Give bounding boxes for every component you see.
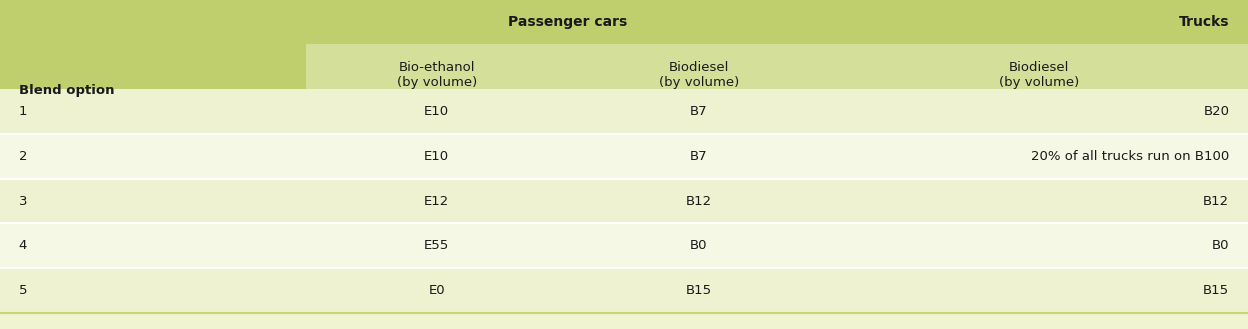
Text: E55: E55: [424, 239, 449, 252]
Text: 3: 3: [19, 194, 27, 208]
Text: E10: E10: [424, 105, 449, 118]
Text: B7: B7: [690, 105, 708, 118]
Text: Passenger cars: Passenger cars: [508, 15, 628, 29]
Bar: [830, 89, 1248, 134]
Bar: [830, 223, 1248, 268]
Text: B15: B15: [1203, 284, 1229, 297]
Bar: [306, 0, 830, 44]
Text: E12: E12: [424, 194, 449, 208]
Bar: [568, 179, 830, 223]
Text: Biodiesel
(by volume): Biodiesel (by volume): [659, 61, 739, 89]
Text: 20% of all trucks run on B100: 20% of all trucks run on B100: [1031, 150, 1229, 163]
Text: E10: E10: [424, 150, 449, 163]
Bar: [568, 89, 830, 134]
Bar: [0, 268, 306, 313]
Text: Blend option: Blend option: [19, 84, 115, 97]
Bar: [568, 134, 830, 179]
Bar: [830, 179, 1248, 223]
Bar: [0, 44, 306, 105]
Bar: [306, 223, 568, 268]
Bar: [306, 179, 568, 223]
Bar: [830, 268, 1248, 313]
Text: B0: B0: [690, 239, 708, 252]
Text: Trucks: Trucks: [1179, 15, 1229, 29]
Bar: [830, 134, 1248, 179]
Bar: [568, 44, 830, 105]
Bar: [568, 268, 830, 313]
Bar: [568, 223, 830, 268]
Bar: [306, 89, 568, 134]
Text: 4: 4: [19, 239, 27, 252]
Text: Bio-ethanol
(by volume): Bio-ethanol (by volume): [397, 61, 477, 89]
Text: E0: E0: [428, 284, 446, 297]
Bar: [306, 134, 568, 179]
Bar: [0, 179, 306, 223]
Text: B15: B15: [686, 284, 711, 297]
Bar: [0, 0, 306, 44]
Text: 5: 5: [19, 284, 27, 297]
Bar: [306, 268, 568, 313]
Text: B12: B12: [1203, 194, 1229, 208]
Bar: [306, 44, 568, 105]
Text: B7: B7: [690, 150, 708, 163]
Text: 1: 1: [19, 105, 27, 118]
Text: B20: B20: [1203, 105, 1229, 118]
Bar: [830, 44, 1248, 105]
Text: B12: B12: [686, 194, 711, 208]
Bar: [0, 223, 306, 268]
Bar: [830, 0, 1248, 44]
Text: Biodiesel
(by volume): Biodiesel (by volume): [998, 61, 1080, 89]
Text: 2: 2: [19, 150, 27, 163]
Text: B0: B0: [1212, 239, 1229, 252]
Bar: [0, 89, 306, 134]
Bar: [0, 134, 306, 179]
